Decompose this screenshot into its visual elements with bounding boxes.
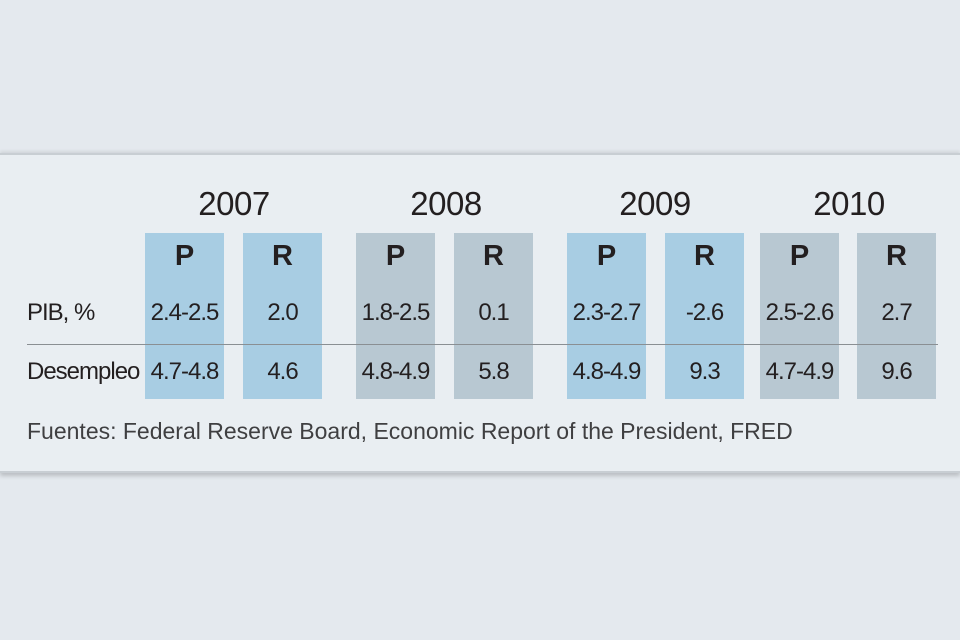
column-subheader: P — [174, 240, 195, 272]
table-cell: -2.6 — [685, 299, 724, 326]
year-header: 2010 — [813, 185, 885, 222]
source-note: Fuentes: Federal Reserve Board, Economic… — [27, 418, 793, 444]
row-label: Desempleo — [27, 358, 140, 385]
year-header: 2008 — [410, 185, 482, 222]
table-cell: 2.0 — [267, 299, 298, 326]
column-subheader: R — [886, 240, 907, 272]
column-bg — [356, 233, 435, 399]
row-label: PIB, % — [27, 299, 95, 326]
table-cell: 5.8 — [478, 358, 509, 385]
table-cell: 4.7-4.9 — [765, 358, 835, 385]
table-cell: 1.8-2.5 — [361, 299, 431, 326]
row-divider — [27, 344, 938, 345]
column-subheader: R — [272, 240, 293, 272]
column-bg — [567, 233, 646, 399]
column-subheader: R — [694, 240, 715, 272]
column-bg — [243, 233, 322, 399]
table-cell: 2.5-2.6 — [765, 299, 835, 326]
table-cell: 4.8-4.9 — [361, 358, 431, 385]
column-bg — [145, 233, 224, 399]
column-bg — [665, 233, 744, 399]
column-bg — [857, 233, 936, 399]
column-subheader: R — [483, 240, 504, 272]
table-cell: 4.8-4.9 — [572, 358, 642, 385]
table-cell: 2.3-2.7 — [572, 299, 642, 326]
table-cell: 4.7-4.8 — [150, 358, 220, 385]
column-subheader: P — [596, 240, 617, 272]
column-bg — [760, 233, 839, 399]
column-bg — [454, 233, 533, 399]
year-header: 2009 — [619, 185, 691, 222]
table-cell: 9.3 — [689, 358, 720, 385]
table-cell: 9.6 — [881, 358, 912, 385]
table-cell: 4.6 — [267, 358, 298, 385]
year-header: 2007 — [198, 185, 270, 222]
table-cell: 0.1 — [478, 299, 509, 326]
table-cell: 2.4-2.5 — [150, 299, 220, 326]
column-subheader: P — [385, 240, 406, 272]
column-subheader: P — [789, 240, 810, 272]
table-cell: 2.7 — [881, 299, 912, 326]
